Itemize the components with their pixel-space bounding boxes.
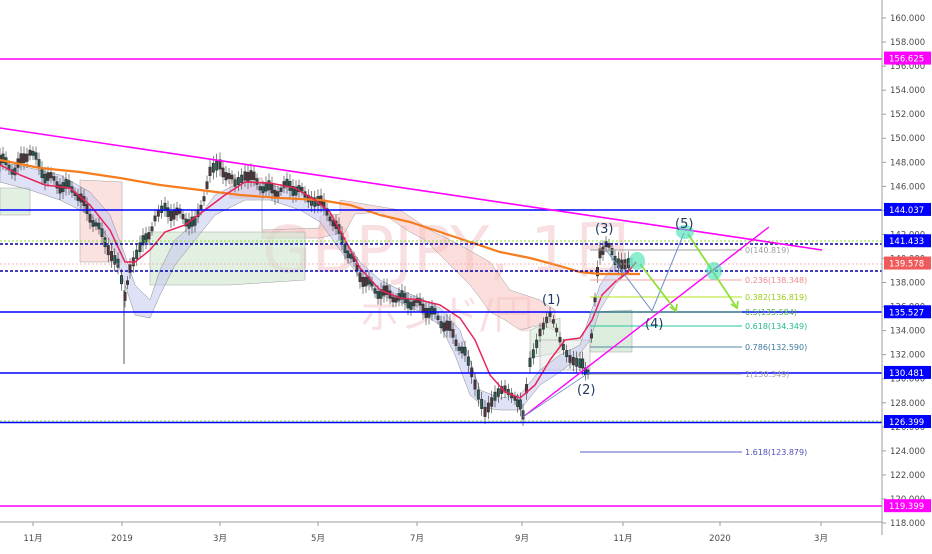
price-tag-label: 126.399 bbox=[889, 418, 924, 428]
y-tick-label: 128.000 bbox=[890, 399, 925, 409]
fib-label-0-786: 0.786(132.590) bbox=[745, 343, 807, 352]
y-tick-label: 150.000 bbox=[890, 134, 925, 144]
y-tick-label: 148.000 bbox=[890, 158, 925, 168]
price-tag-label: 135.527 bbox=[889, 308, 924, 318]
x-tick-label: 11月 bbox=[613, 534, 632, 544]
y-tick-label: 132.000 bbox=[890, 351, 925, 361]
arrowhead-2 bbox=[730, 300, 739, 310]
ascending-trendline[interactable] bbox=[522, 226, 770, 418]
price-tag bbox=[884, 202, 931, 216]
x-tick-label: 7月 bbox=[410, 534, 424, 544]
x-tick-label: 3月 bbox=[814, 534, 828, 544]
y-tick-label: 124.000 bbox=[890, 447, 925, 457]
marker-current bbox=[629, 252, 645, 270]
wave-label-2: (2) bbox=[577, 383, 595, 398]
y-tick-label: 134.000 bbox=[890, 327, 925, 337]
fibonacci-extension[interactable]: 0(140.819) 0.236(138.348) 0.382(136.819)… bbox=[580, 246, 807, 457]
marker-wave5 bbox=[676, 225, 694, 239]
wave-label-5: (5) bbox=[675, 217, 693, 232]
wave-projection-path[interactable] bbox=[605, 232, 685, 313]
price-tag-label: 139.578 bbox=[889, 260, 924, 270]
x-tick-label: 3月 bbox=[213, 534, 227, 544]
price-tag bbox=[884, 256, 931, 270]
arrowhead-1 bbox=[669, 303, 678, 313]
price-tag bbox=[884, 305, 931, 319]
wave-label-3: (3) bbox=[595, 222, 613, 237]
price-tag-label: 156.625 bbox=[889, 55, 924, 65]
x-tick-label: 2019 bbox=[111, 534, 133, 544]
fib-label-0-5: 0.5(135.584) bbox=[745, 308, 797, 317]
x-tick-label: 9月 bbox=[515, 534, 529, 544]
y-tick-label: 160.000 bbox=[890, 14, 925, 24]
moving-average-short bbox=[0, 164, 637, 399]
price-axis[interactable]: 160.000 158.000 156.000 154.000 152.000 150.0… bbox=[881, 0, 932, 535]
y-tick-label: 152.000 bbox=[890, 110, 925, 120]
fib-label-0-236: 0.236(138.348) bbox=[745, 276, 807, 285]
price-tag bbox=[884, 365, 931, 379]
wave-path-1-2 bbox=[522, 371, 591, 418]
y-tick-label: 146.000 bbox=[890, 182, 925, 192]
fib-label-1-618: 1.618(123.879) bbox=[745, 448, 807, 457]
highlight-markers[interactable] bbox=[629, 225, 722, 280]
price-tag bbox=[884, 51, 931, 65]
y-tick-label: 138.000 bbox=[890, 279, 925, 289]
y-tick-label: 156.000 bbox=[890, 62, 925, 72]
price-tag bbox=[884, 234, 931, 248]
wave-label-1: (1) bbox=[542, 293, 560, 308]
fib-label-0-618: 0.618(134.349) bbox=[745, 322, 807, 331]
x-tick-label: 5月 bbox=[311, 534, 325, 544]
x-tick-label: 2020 bbox=[709, 534, 731, 544]
arrow-down-1 bbox=[639, 263, 677, 312]
y-tick-label: 118.000 bbox=[890, 519, 925, 529]
price-tag bbox=[884, 415, 931, 429]
wave-label-4: (4) bbox=[645, 317, 663, 332]
y-tick-label: 130.000 bbox=[890, 375, 925, 385]
fib-label-0-382: 0.382(136.819) bbox=[745, 293, 807, 302]
price-tag-label: 130.481 bbox=[889, 369, 924, 379]
fib-label-1: 1(130.349) bbox=[745, 370, 789, 379]
price-tag-label: 119.399 bbox=[889, 502, 924, 512]
y-tick-label: 122.000 bbox=[890, 471, 925, 481]
price-tag-label: 141.433 bbox=[889, 237, 924, 247]
y-tick-label: 154.000 bbox=[890, 86, 925, 96]
fib-label-0: 0(140.819) bbox=[745, 246, 789, 255]
price-tag-label: 144.037 bbox=[889, 206, 924, 216]
x-tick-label: 11月 bbox=[23, 534, 42, 544]
y-tick-label: 158.000 bbox=[890, 38, 925, 48]
projection-arrows[interactable] bbox=[639, 233, 739, 313]
marker-trendline-break bbox=[706, 262, 722, 280]
time-axis[interactable]: 11月 2019 3月 5月 7月 9月 11月 2020 3月 bbox=[0, 521, 882, 544]
price-tag bbox=[884, 499, 931, 513]
